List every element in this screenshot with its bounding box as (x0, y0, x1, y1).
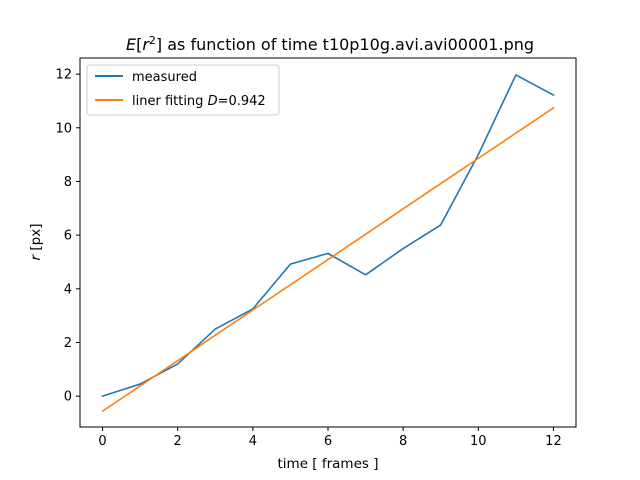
x-tick-label: 10 (470, 434, 487, 449)
x-tick-label: 8 (399, 434, 407, 449)
y-tick-label: 0 (64, 390, 72, 405)
x-tick-label: 4 (249, 434, 257, 449)
legend-box (86, 64, 280, 116)
y-axis-ticks: 0 2 4 6 8 10 12 (55, 68, 80, 405)
y-axis-label: r [px] (28, 224, 44, 261)
series-line-measured (101, 74, 555, 398)
series-layer (101, 74, 555, 413)
x-tick-label: 0 (98, 434, 106, 449)
title-expectation: E (126, 35, 137, 54)
legend: measured liner fitting D=0.942 (86, 64, 280, 116)
x-axis-ticks: 0 2 4 6 8 10 12 (98, 427, 562, 449)
series-line-fit (101, 106, 555, 413)
x-tick-label: 6 (324, 434, 332, 449)
y-tick-label: 8 (64, 175, 72, 190)
y-tick-label: 4 (64, 282, 72, 297)
y-tick-label: 6 (64, 229, 72, 244)
y-tick-label: 10 (55, 121, 72, 136)
title-exponent: 2 (149, 34, 156, 47)
chart-title: E[r2] as function of time t10p10g.avi.av… (126, 34, 534, 54)
y-tick-label: 12 (55, 68, 72, 83)
x-tick-label: 12 (545, 434, 562, 449)
legend-label-measured: measured (132, 70, 197, 85)
x-tick-label: 2 (174, 434, 182, 449)
title-variable: r (142, 35, 150, 54)
plot-area: 0 2 4 6 8 10 12 0 2 4 6 8 10 12 (55, 57, 577, 449)
legend-label-fit: liner fitting D=0.942 (132, 94, 266, 109)
y-tick-label: 2 (64, 336, 72, 351)
x-axis-label: time [ frames ] (278, 456, 379, 472)
